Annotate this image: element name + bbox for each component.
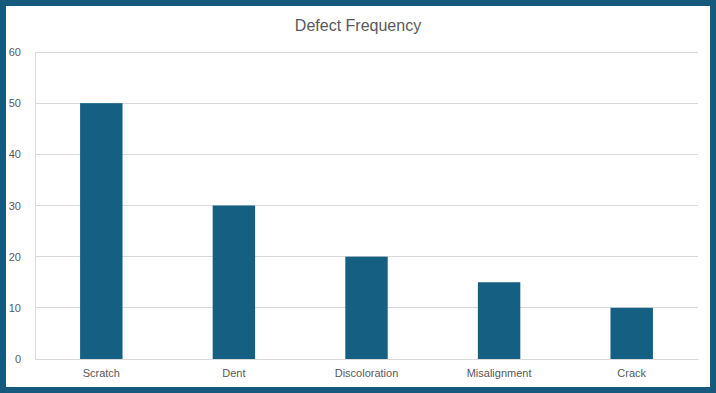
title: Defect Frequency [295, 17, 421, 34]
y-tick-label: 20 [9, 251, 21, 263]
x-tick: Scratch [83, 359, 120, 379]
bar [478, 282, 520, 359]
grid [35, 52, 698, 359]
y-axis-line [35, 53, 36, 360]
x-tick: Crack [617, 359, 646, 379]
grid-line [35, 103, 698, 104]
x-tick-label: Misalignment [467, 367, 532, 379]
x-tick: Discoloration [335, 359, 399, 379]
x-tick-label: Crack [617, 367, 646, 379]
y-tick: 30 [9, 200, 35, 212]
bar [80, 103, 122, 359]
x-tick: Dent [222, 359, 245, 379]
x-axis-line [36, 359, 699, 360]
y-tick: 0 [15, 353, 35, 365]
y-tick-label: 60 [9, 46, 21, 58]
x-tick-label: Discoloration [335, 367, 399, 379]
plot: 0 10 20 30 40 50 60 Scratch Dent Discoloration Mis… [9, 46, 699, 379]
x-axis: Scratch Dent Discoloration Misalignment Crac… [36, 359, 699, 379]
bar [610, 308, 652, 359]
bar [213, 206, 255, 360]
y-tick: 20 [9, 251, 35, 263]
y-tick: 10 [9, 302, 35, 314]
y-axis: 0 10 20 30 40 50 60 [9, 46, 36, 365]
y-tick-label: 0 [15, 353, 21, 365]
chart: 0 10 20 30 40 50 60 Scratch Dent Discoloration Mis… [0, 0, 716, 393]
bars [80, 103, 653, 359]
frame [3, 3, 713, 390]
y-tick-label: 40 [9, 148, 21, 160]
y-tick: 40 [9, 148, 35, 160]
grid-line [35, 52, 698, 53]
y-tick-label: 10 [9, 302, 21, 314]
grid-line [35, 154, 698, 155]
y-tick-label: 50 [9, 97, 21, 109]
y-tick-label: 30 [9, 200, 21, 212]
y-tick: 60 [9, 46, 35, 58]
bar [345, 257, 387, 359]
y-tick: 50 [9, 97, 35, 109]
x-tick-label: Scratch [83, 367, 120, 379]
grid-line [35, 205, 698, 206]
x-tick-label: Dent [222, 367, 245, 379]
x-tick: Misalignment [467, 359, 532, 379]
